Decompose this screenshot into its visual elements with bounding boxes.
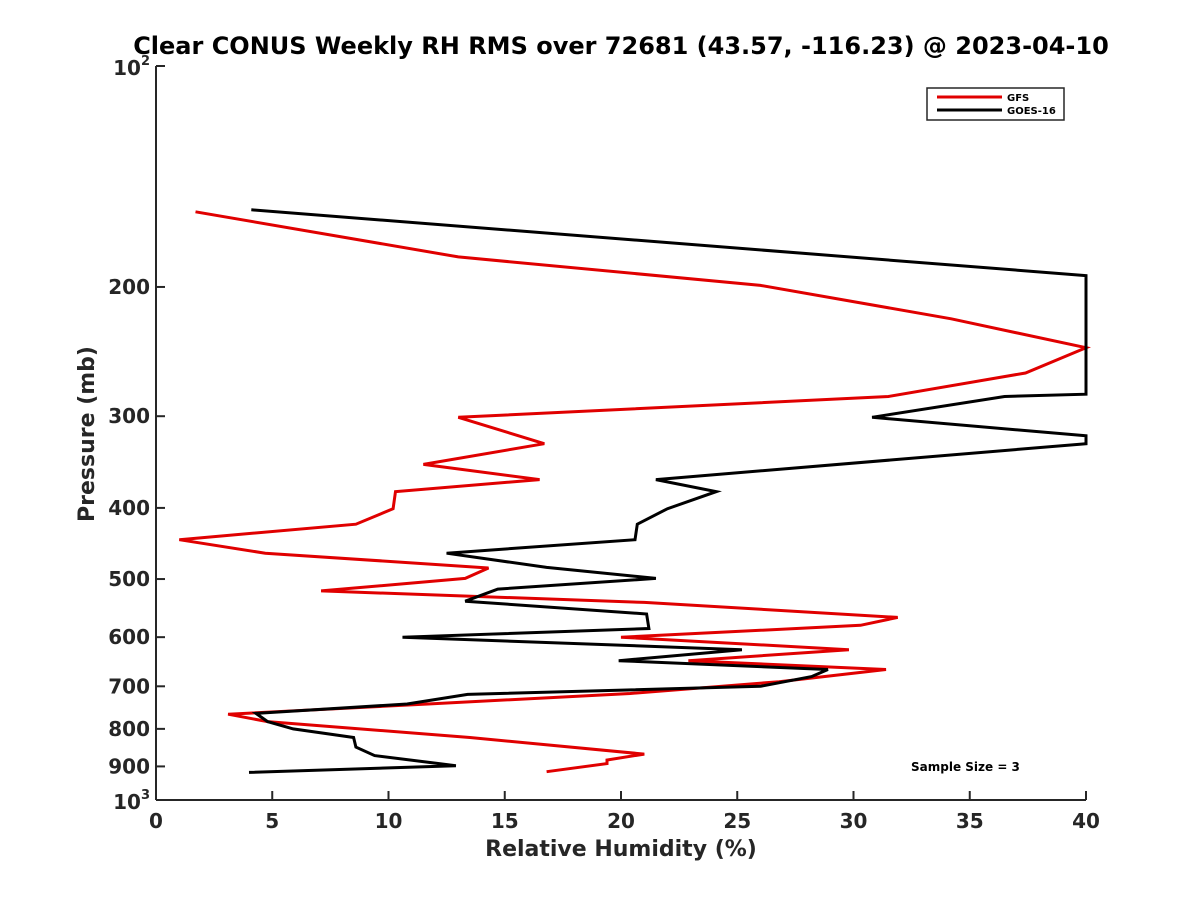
y-tick-label: 103 xyxy=(113,788,150,814)
y-tick-label: 900 xyxy=(108,754,150,778)
x-tick-label: 15 xyxy=(491,809,519,833)
series-line-goes-16 xyxy=(248,208,1088,774)
legend-label-gfs: GFS xyxy=(1007,93,1029,104)
legend-label-goes-16: GOES-16 xyxy=(1007,106,1056,117)
y-tick-label: 700 xyxy=(108,674,150,698)
plot-area: 0 5 10 15 20 25 30 35 40 102 200 300 400 500 600 700 800… xyxy=(108,54,1100,833)
y-tick-label: 800 xyxy=(108,717,150,741)
x-tick-label: 5 xyxy=(265,809,279,833)
y-tick-label: 500 xyxy=(108,567,150,591)
series-line-gfs xyxy=(179,210,1091,774)
y-tick-label: 400 xyxy=(108,496,150,520)
y-tick-label: 102 xyxy=(113,54,150,80)
x-tick-label: 0 xyxy=(149,809,163,833)
x-tick-label: 30 xyxy=(840,809,868,833)
legend-box xyxy=(926,87,1065,121)
y-tick-label: 600 xyxy=(108,625,150,649)
x-tick-label: 35 xyxy=(956,809,984,833)
chart-title: Clear CONUS Weekly RH RMS over 72681 (43… xyxy=(133,32,1109,60)
y-tick-label: 300 xyxy=(108,404,150,428)
x-axis-label: Relative Humidity (%) xyxy=(485,837,757,862)
sample-size-annotation: Sample Size = 3 xyxy=(911,760,1020,774)
x-tick-label: 10 xyxy=(375,809,403,833)
x-tick-label: 25 xyxy=(723,809,751,833)
legend: GFS GOES-16 xyxy=(926,87,1065,121)
y-axis-label: Pressure (mb) xyxy=(75,346,100,522)
x-tick-label: 20 xyxy=(607,809,635,833)
y-tick-label: 200 xyxy=(108,275,150,299)
x-tick-label: 40 xyxy=(1072,809,1100,833)
